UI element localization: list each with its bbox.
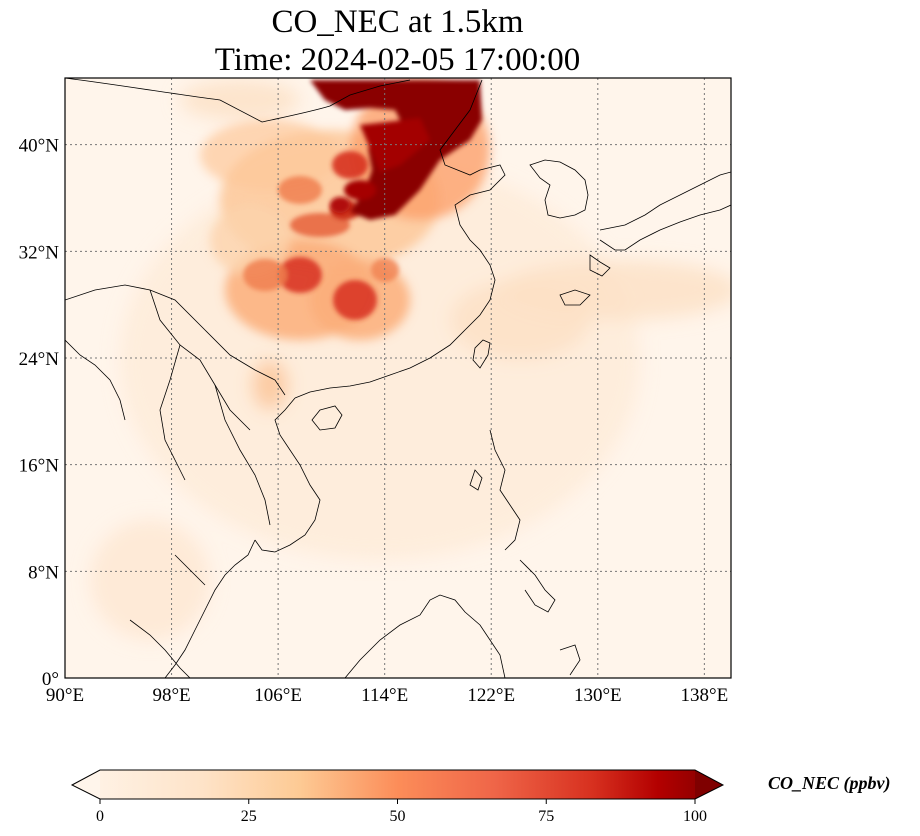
coastlines (65, 78, 731, 678)
colorbar-tick-label: 25 (241, 808, 257, 825)
map-title: CO_NEC at 1.5km (271, 4, 524, 40)
longitude-axis: 90°E 98°E 106°E 114°E 122°E 130°E 138°E (46, 685, 728, 706)
longitude-tick-label: 106°E (254, 685, 302, 706)
longitude-tick-label: 130°E (574, 685, 622, 706)
longitude-tick-label: 138°E (681, 685, 729, 706)
longitude-tick-label: 90°E (46, 685, 84, 706)
latitude-axis: 0° 8°N 16°N 24°N 32°N 40°N (19, 136, 60, 690)
colorbar-tick-label: 75 (538, 808, 554, 825)
latitude-tick-label: 32°N (19, 242, 60, 263)
colorbar-label: CO_NEC (ppbv) (768, 773, 891, 794)
latitude-tick-label: 0° (42, 669, 59, 690)
colorbar-tick-label: 0 (96, 808, 104, 825)
latitude-tick-label: 16°N (19, 456, 60, 477)
colorbar-tick-label: 100 (683, 808, 707, 825)
gridlines (65, 78, 731, 678)
colorbar-tick-label: 50 (390, 808, 406, 825)
longitude-tick-label: 114°E (361, 685, 408, 706)
colorbar-max-extend (695, 770, 723, 799)
concentration-field (90, 80, 731, 640)
latitude-tick-label: 40°N (19, 136, 60, 157)
map-frame (64, 77, 732, 679)
latitude-tick-label: 8°N (28, 562, 59, 583)
latitude-tick-label: 24°N (19, 349, 60, 370)
colorbar-min-extend (72, 770, 100, 799)
colorbar: 0 25 50 75 100 CO_NEC (ppbv) (70, 769, 891, 825)
map-timestamp: Time: 2024-02-05 17:00:00 (214, 42, 581, 78)
longitude-tick-label: 122°E (467, 685, 515, 706)
longitude-tick-label: 98°E (152, 685, 190, 706)
